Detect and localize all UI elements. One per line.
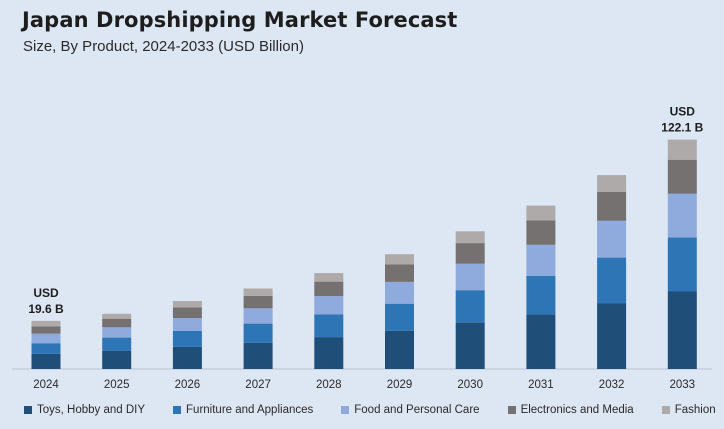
bar-segment-fashion-2027 [243, 288, 273, 296]
legend-item-electronics: Electronics and Media [507, 404, 634, 416]
bar-segment-food-and-personal-care-2031 [526, 244, 556, 276]
bar-segment-fashion-2032 [597, 175, 627, 192]
bar-segment-furniture-and-appliances-2026 [172, 331, 202, 347]
bar-segment-food-and-personal-care-2027 [243, 308, 273, 324]
legend-label-furniture: Furniture and Appliances [186, 404, 314, 416]
x-tick-label-2027: 2027 [245, 379, 271, 391]
bar-segment-furniture-and-appliances-2029 [385, 303, 414, 331]
x-tick-label-2029: 2029 [387, 379, 413, 391]
legend-label-food: Food and Personal Care [354, 404, 480, 416]
bar-segment-toys-hobby-and-diy-2030 [455, 322, 485, 369]
bar-segment-electronics-and-media-2026 [172, 307, 202, 318]
bar-segment-toys-hobby-and-diy-2032 [597, 303, 627, 369]
bar-segment-toys-hobby-and-diy-2031 [526, 314, 556, 369]
legend-item-toys: Toys, Hobby and DIY [24, 404, 145, 416]
legend-swatch-furniture [173, 406, 182, 414]
bar-segment-fashion-2033 [667, 139, 697, 160]
bar-segment-electronics-and-media-2031 [526, 220, 556, 245]
x-tick-label-2031: 2031 [528, 379, 554, 391]
bar-segment-furniture-and-appliances-2027 [243, 323, 273, 343]
bar-segment-electronics-and-media-2033 [667, 159, 697, 194]
bar-segment-furniture-and-appliances-2024 [31, 343, 61, 354]
bar-segment-electronics-and-media-2029 [385, 264, 414, 282]
total-label-2033-line-1: USD [670, 105, 696, 119]
legend-label-toys: Toys, Hobby and DIY [37, 404, 146, 416]
bar-segment-toys-hobby-and-diy-2028 [314, 337, 344, 369]
bar-segment-food-and-personal-care-2028 [314, 296, 344, 315]
stacked-bar-chart: 2024 2025 2026 2027 2028 2029 2030 2031 2032 2033… [12, 105, 712, 391]
bar-segment-food-and-personal-care-2026 [172, 318, 202, 331]
bar-segment-toys-hobby-and-diy-2027 [243, 342, 273, 369]
legend-swatch-electronics [507, 406, 516, 414]
bar-segment-furniture-and-appliances-2030 [455, 290, 485, 323]
bar-segment-food-and-personal-care-2025 [102, 327, 132, 338]
bar-segment-electronics-and-media-2027 [243, 295, 273, 309]
total-label-2033-line-2: 122.1 B [661, 121, 703, 135]
bar-segment-furniture-and-appliances-2033 [667, 237, 697, 292]
legend-label-electronics: Electronics and Media [520, 404, 634, 416]
bar-segment-electronics-and-media-2032 [597, 191, 627, 221]
bar-segment-toys-hobby-and-diy-2026 [172, 346, 202, 369]
bar-segment-fashion-2025 [102, 313, 132, 319]
bar-segment-food-and-personal-care-2029 [385, 281, 414, 304]
bar-segment-food-and-personal-care-2024 [31, 333, 61, 344]
x-tick-label-2028: 2028 [316, 379, 342, 391]
x-tick-label-2024: 2024 [33, 379, 59, 391]
bar-segment-toys-hobby-and-diy-2024 [31, 353, 61, 369]
bar-segment-fashion-2026 [172, 301, 202, 308]
bar-segment-furniture-and-appliances-2025 [102, 337, 132, 351]
bar-segment-food-and-personal-care-2030 [455, 263, 485, 291]
bar-segment-fashion-2029 [385, 254, 414, 265]
bar-segment-toys-hobby-and-diy-2025 [102, 350, 132, 369]
chart-legend: Toys, Hobby and DIY Furniture and Applia… [24, 404, 716, 416]
x-tick-label-2030: 2030 [457, 379, 483, 391]
x-tick-label-2025: 2025 [104, 379, 130, 391]
legend-item-fashion: Fashion [661, 404, 716, 416]
bar-segment-electronics-and-media-2025 [102, 318, 132, 328]
bar-segment-furniture-and-appliances-2032 [597, 257, 627, 304]
chart-subtitle: Size, By Product, 2024-2033 (USD Billion… [23, 38, 304, 55]
bar-segment-furniture-and-appliances-2031 [526, 276, 556, 315]
bar-segment-toys-hobby-and-diy-2033 [667, 291, 697, 369]
bar-segment-electronics-and-media-2024 [31, 326, 61, 334]
legend-swatch-food [341, 406, 350, 414]
chart-title: Japan Dropshipping Market Forecast [22, 8, 458, 32]
total-label-2024-line-2: 19.6 B [28, 302, 64, 316]
bar-segment-fashion-2028 [314, 273, 344, 282]
legend-swatch-toys [24, 406, 32, 414]
bar-segment-electronics-and-media-2028 [314, 281, 344, 297]
bar-segment-fashion-2024 [31, 320, 61, 327]
legend-item-food: Food and Personal Care [341, 404, 480, 416]
bar-segment-electronics-and-media-2030 [455, 243, 485, 264]
legend-item-furniture: Furniture and Appliances [173, 404, 313, 416]
x-tick-label-2032: 2032 [599, 379, 625, 391]
bar-segment-toys-hobby-and-diy-2029 [385, 330, 414, 369]
bar-segment-food-and-personal-care-2032 [597, 220, 627, 258]
bar-segment-fashion-2030 [455, 231, 485, 244]
legend-label-fashion: Fashion [674, 404, 716, 416]
x-tick-label-2026: 2026 [175, 379, 201, 391]
bar-segment-food-and-personal-care-2033 [667, 193, 697, 238]
bar-segment-fashion-2031 [526, 205, 556, 221]
bar-segment-furniture-and-appliances-2028 [314, 314, 344, 338]
total-label-2024-line-1: USD [33, 286, 59, 300]
x-tick-label-2033: 2033 [670, 379, 696, 391]
legend-swatch-fashion [661, 406, 670, 414]
